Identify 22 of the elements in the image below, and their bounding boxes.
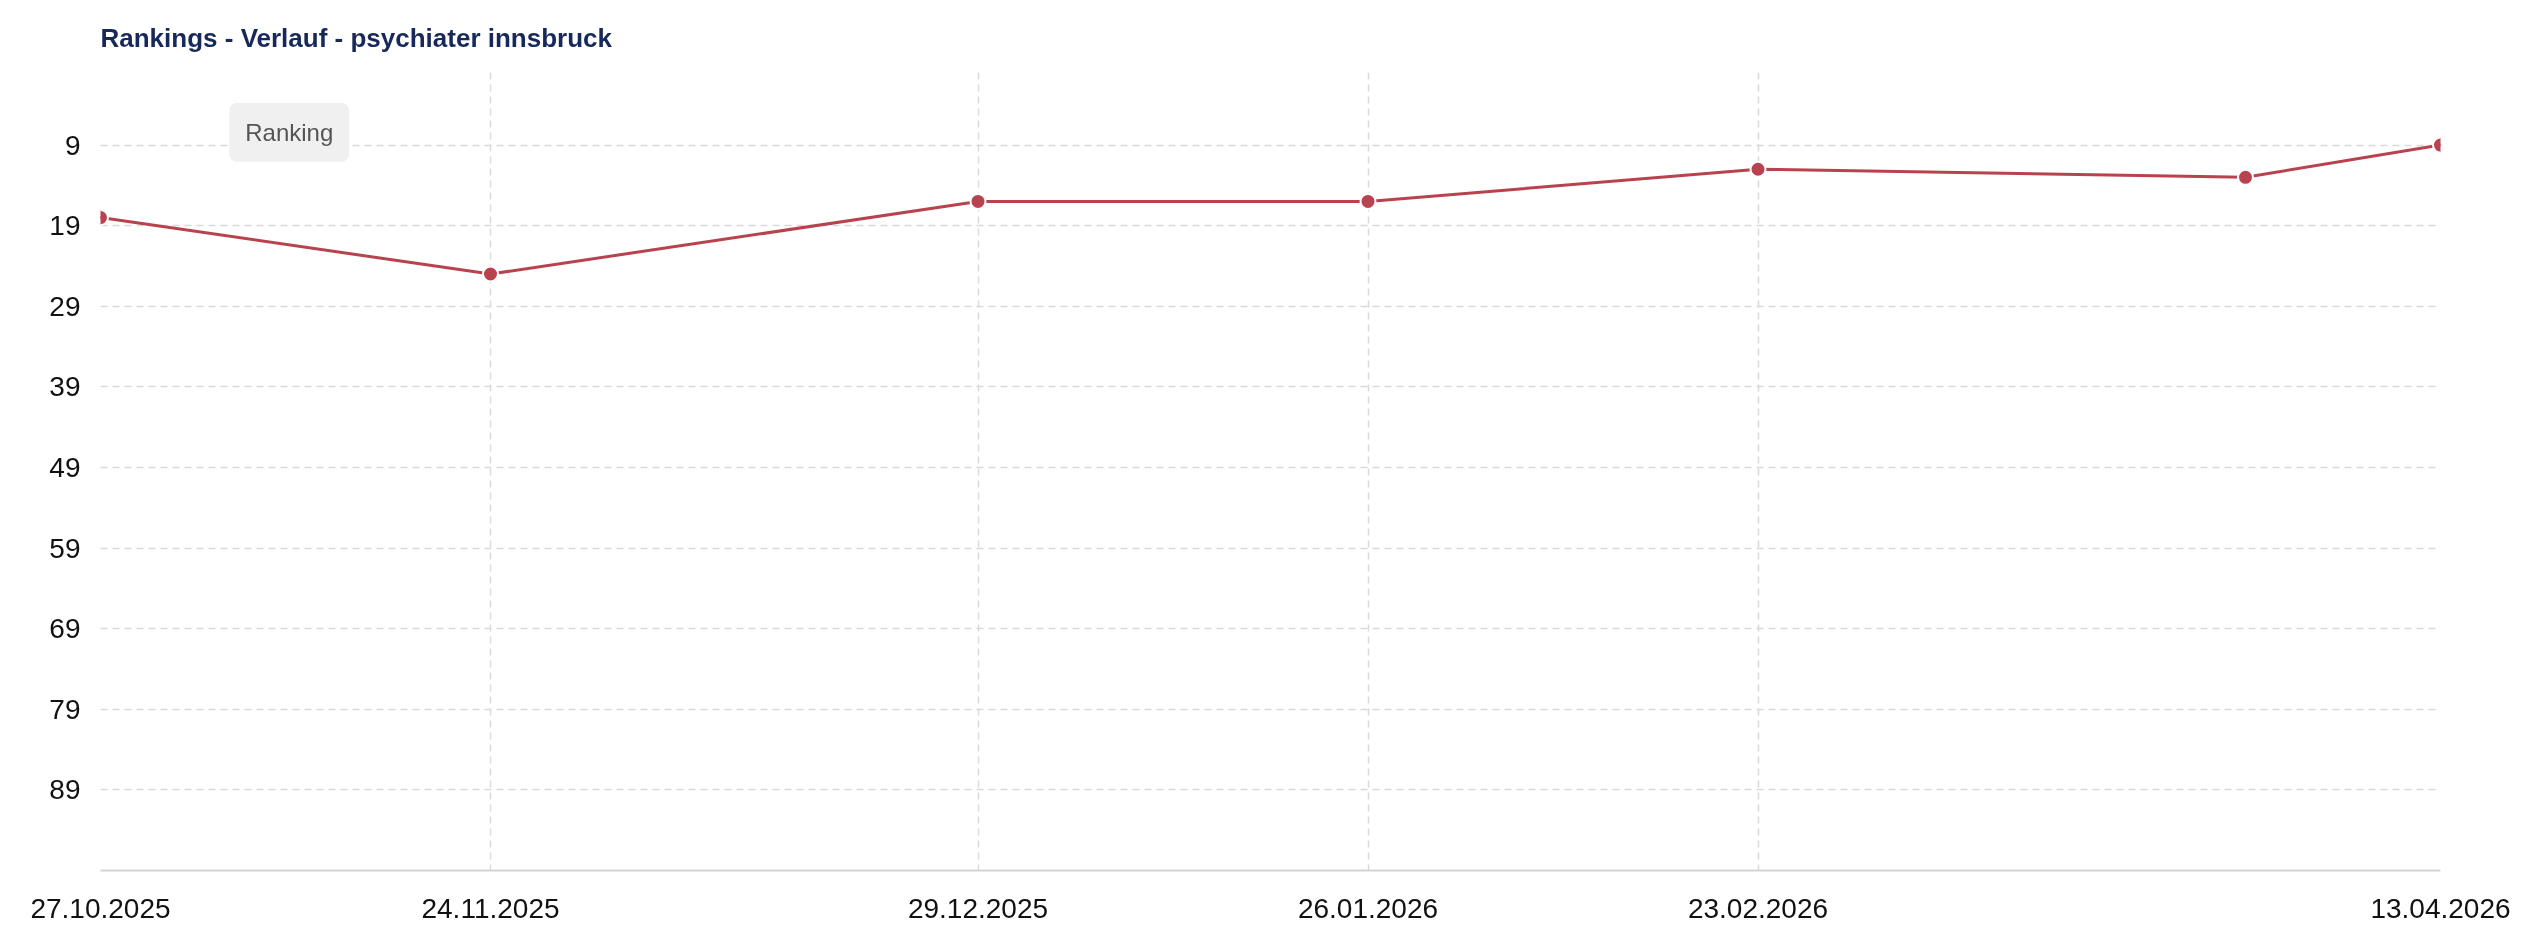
- y-tick-label: 49: [49, 451, 81, 483]
- y-tick-label: 59: [49, 532, 81, 564]
- chart-title: Rankings - Verlauf - psychiater innsbruck: [100, 22, 613, 53]
- point: [969, 192, 987, 210]
- y-tick-label: 19: [49, 210, 81, 242]
- x-tick-label: 24.11.2025: [421, 892, 560, 924]
- y-tick-label: 89: [49, 774, 81, 806]
- x-tick-label: 26.01.2026: [1297, 892, 1439, 924]
- y-tick-label: 39: [49, 371, 81, 403]
- point: [2237, 168, 2254, 186]
- x-tick-label: 13.04.2026: [2370, 892, 2511, 924]
- y-tick-label: 29: [49, 290, 81, 322]
- y-tick-label: 69: [49, 613, 81, 645]
- y-tick-label: 9: [64, 129, 81, 161]
- x-tick-label: 29.12.2025: [907, 892, 1049, 924]
- x-tick-label: 27.10.2025: [30, 892, 171, 924]
- x-tick-label: 23.02.2026: [1687, 892, 1829, 924]
- point: [1359, 192, 1377, 210]
- y-tick-label: 79: [49, 693, 81, 725]
- point: [1749, 160, 1767, 178]
- point: [482, 265, 499, 283]
- annotation: Ranking: [245, 118, 334, 146]
